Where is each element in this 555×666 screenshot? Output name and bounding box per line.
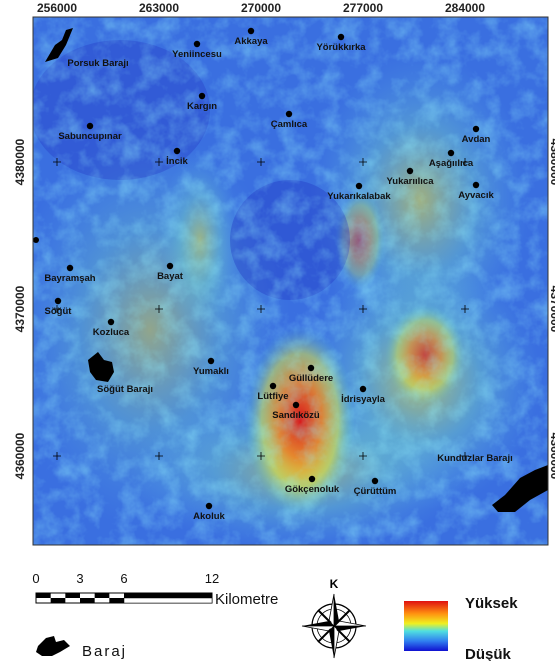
place-label: Söğüt xyxy=(45,306,73,317)
place-label: Çürüttüm xyxy=(354,486,397,497)
scale-segment xyxy=(109,598,124,603)
place-label: İncik xyxy=(166,156,188,167)
northing-label: 4360000 xyxy=(548,433,555,480)
place-label: Sabuncupınar xyxy=(58,131,122,142)
place-marker xyxy=(208,358,214,364)
place-marker xyxy=(87,123,93,129)
scale-tick-label: 6 xyxy=(120,571,127,586)
place-marker xyxy=(206,503,212,509)
place-marker xyxy=(108,319,114,325)
place-marker xyxy=(308,365,314,371)
northing-label: 4380000 xyxy=(13,138,27,185)
dam-label: Söğüt Barajı xyxy=(97,384,153,395)
scale-segment xyxy=(124,593,212,598)
scale-tick-label: 3 xyxy=(76,571,83,586)
place-label: Yumaklı xyxy=(193,366,229,377)
place-label: Güllüdere xyxy=(289,373,333,384)
place-marker xyxy=(199,93,205,99)
place-marker xyxy=(55,298,61,304)
place-marker xyxy=(286,111,292,117)
dam-legend-icon xyxy=(36,636,70,656)
scale-segment xyxy=(51,598,66,603)
place-marker xyxy=(360,386,366,392)
place-marker xyxy=(473,182,479,188)
place-label: Ayvacık xyxy=(458,190,494,201)
legend-dam: Baraj xyxy=(82,643,127,660)
easting-label: 270000 xyxy=(241,1,281,15)
place-marker xyxy=(167,263,173,269)
place-label: Kargın xyxy=(187,101,217,112)
scale-unit: Kilometre xyxy=(215,591,278,608)
place-marker xyxy=(194,41,200,47)
map-page: 256000 263000 270000 277000 284000 4380000 438… xyxy=(0,0,555,661)
northing-label: 4370000 xyxy=(13,285,27,332)
easting-label: 256000 xyxy=(37,1,77,15)
place-marker xyxy=(33,237,39,243)
place-marker xyxy=(270,383,276,389)
place-marker xyxy=(448,150,454,156)
legend-high: Yüksek xyxy=(465,595,518,612)
place-label: Yeniincesu xyxy=(172,49,222,60)
place-label: Sandıközü xyxy=(272,410,320,421)
place-label: Kozluca xyxy=(93,327,130,338)
place-marker xyxy=(174,148,180,154)
scale-segment xyxy=(80,598,95,603)
place-label: Aşağıılıca xyxy=(429,158,474,169)
northing-label: 4360000 xyxy=(13,432,27,479)
dam-label: Porsuk Barajı xyxy=(67,58,128,69)
place-marker xyxy=(293,402,299,408)
place-label: Yörükkırka xyxy=(316,42,366,53)
place-label: Akkaya xyxy=(234,36,268,47)
northing-label: 4380000 xyxy=(548,139,555,186)
northing-label: 4370000 xyxy=(548,286,555,333)
north-label: K xyxy=(330,577,339,591)
place-marker xyxy=(407,168,413,174)
scale-segment xyxy=(95,593,110,598)
place-label: Çamlıca xyxy=(271,119,308,130)
scale-tick-label: 0 xyxy=(32,571,39,586)
place-label: Bayat xyxy=(157,271,184,282)
scale-segment xyxy=(124,598,212,603)
place-label: Yukarıılıca xyxy=(386,176,434,187)
legend-low: Düşük xyxy=(465,646,512,661)
place-marker xyxy=(309,476,315,482)
scale-tick-label: 12 xyxy=(205,571,219,586)
place-label: Akoluk xyxy=(193,511,225,522)
place-label: İdrisyayla xyxy=(341,394,386,405)
scale-bar: 0 3 6 12 xyxy=(32,571,219,603)
place-label: Avdan xyxy=(462,134,491,145)
place-marker xyxy=(248,28,254,34)
place-label: Lütfiye xyxy=(257,391,288,402)
easting-label: 284000 xyxy=(445,1,485,15)
scale-segment xyxy=(65,593,80,598)
place-label: Bayramşah xyxy=(44,273,95,284)
north-arrow xyxy=(302,594,366,658)
place-label: Yukarıkalabak xyxy=(327,191,391,202)
legend-gradient xyxy=(404,601,448,651)
place-marker xyxy=(473,126,479,132)
place-marker xyxy=(372,478,378,484)
easting-label: 263000 xyxy=(139,1,179,15)
scale-segment xyxy=(36,593,51,598)
place-marker xyxy=(338,34,344,40)
place-marker xyxy=(356,183,362,189)
place-marker xyxy=(67,265,73,271)
easting-label: 277000 xyxy=(343,1,383,15)
dam-label: Kunduzlar Barajı xyxy=(437,453,513,464)
place-label: Gökçenoluk xyxy=(285,484,340,495)
